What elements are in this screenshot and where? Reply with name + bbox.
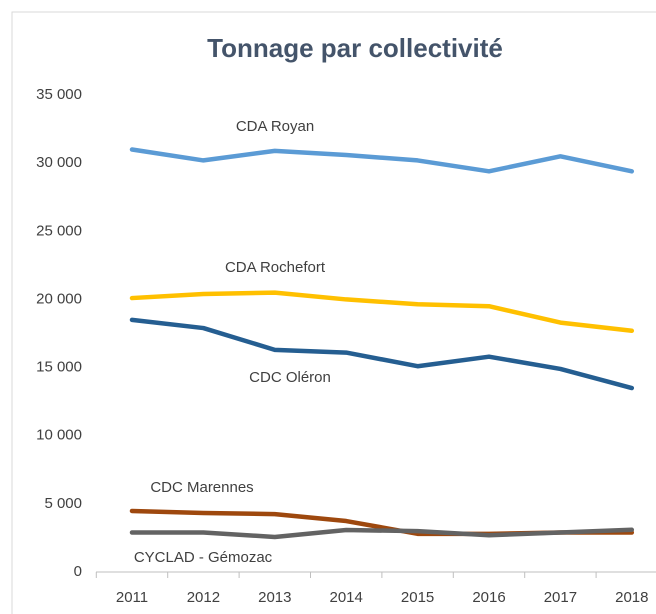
x-tick-label: 2011 (116, 589, 148, 606)
series-line (129, 290, 635, 334)
y-tick-label: 35 000 (36, 86, 82, 103)
chart-border (11, 11, 656, 614)
x-tick-label: 2013 (258, 589, 291, 606)
series-label: CDC Marennes (150, 479, 253, 496)
x-tick-label: 2012 (187, 589, 220, 606)
series-line (129, 527, 635, 540)
series-label: CDC Oléron (249, 369, 331, 386)
y-tick-label: 0 (74, 563, 82, 580)
x-tick-label: 2018 (615, 589, 648, 606)
series-label: CDA Rochefort (225, 259, 326, 276)
series-label: CYCLAD - Gémozac (134, 549, 273, 566)
y-tick-label: 20 000 (36, 290, 82, 307)
y-tick-label: 25 000 (36, 222, 82, 239)
x-tick-label: 2015 (401, 589, 434, 606)
chart-title: Tonnage par collectivité (207, 33, 503, 63)
x-tick-label: 2016 (472, 589, 505, 606)
series-label: CDA Royan (236, 118, 314, 135)
y-tick-label: 5 000 (44, 495, 82, 512)
series-line (129, 317, 635, 391)
y-tick-label: 30 000 (36, 154, 82, 171)
x-tick-label: 2017 (544, 589, 577, 606)
y-tick-label: 15 000 (36, 359, 82, 376)
y-tick-label: 10 000 (36, 427, 82, 444)
series-line (129, 147, 635, 174)
x-tick-label: 2014 (330, 589, 363, 606)
